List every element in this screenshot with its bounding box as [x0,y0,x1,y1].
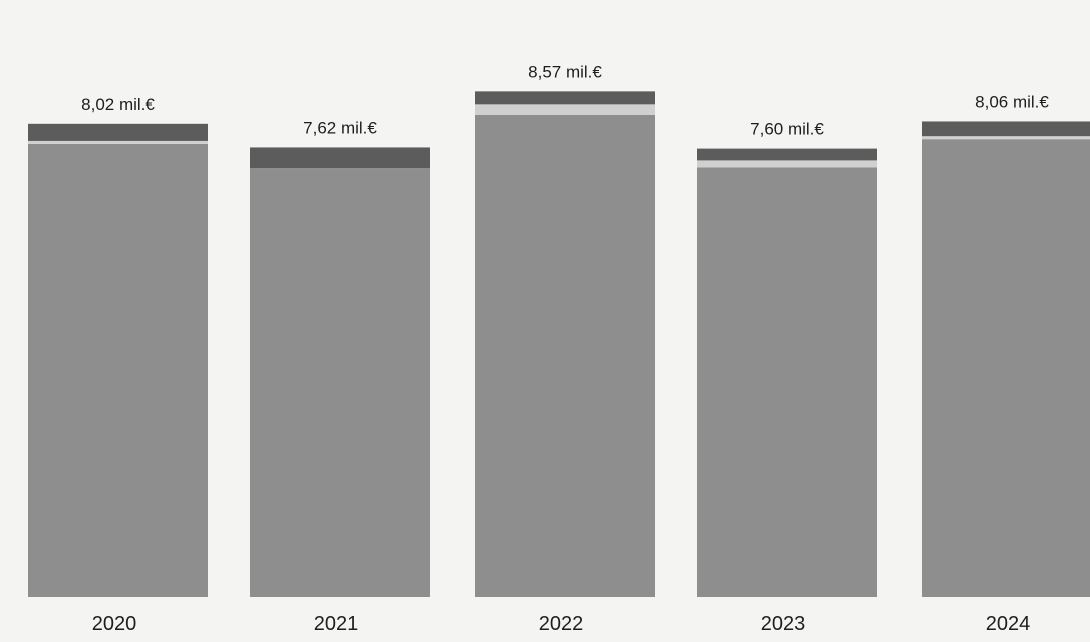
total-label-2021: 7,62 mil.€ [303,118,377,137]
total-label-2022: 8,57 mil.€ [528,62,602,81]
bar-segment-2024-3 [922,121,1090,137]
total-labels-group: 8,02 mil.€ 7,62 mil.€ 8,57 mil.€ 7,60 mil.€… [81,62,1049,138]
x-tick-labels-group: 2020 2021 2022 2023 2024 [92,613,1031,635]
bar-segment-2020-3 [28,123,208,141]
total-label-2024: 8,06 mil.€ [975,92,1049,111]
bar-segment-2021-3 [250,147,430,169]
bar-segment-2022-3 [475,91,655,105]
x-tick-label-2021: 2021 [314,613,359,635]
x-tick-label-2024: 2024 [986,613,1031,635]
bar-segment-2023-2 [697,160,877,168]
bar-segment-2024-2 [922,136,1090,140]
bar-segment-2022-1 [475,114,655,597]
bars-group [28,91,1090,598]
x-tick-label-2022: 2022 [539,613,584,635]
bar-segment-2024-1 [922,139,1090,597]
bar-segment-2021-1 [250,168,430,597]
x-tick-label-2023: 2023 [761,613,806,635]
bar-segment-2020-1 [28,143,208,597]
bar-segment-2020-2 [28,140,208,144]
total-label-2023: 7,60 mil.€ [750,120,824,139]
x-tick-label-2020: 2020 [92,613,137,635]
total-label-2020: 8,02 mil.€ [81,95,155,114]
bar-segment-2023-1 [697,167,877,598]
bar-segment-2022-2 [475,104,655,115]
bar-segment-2023-3 [697,148,877,161]
